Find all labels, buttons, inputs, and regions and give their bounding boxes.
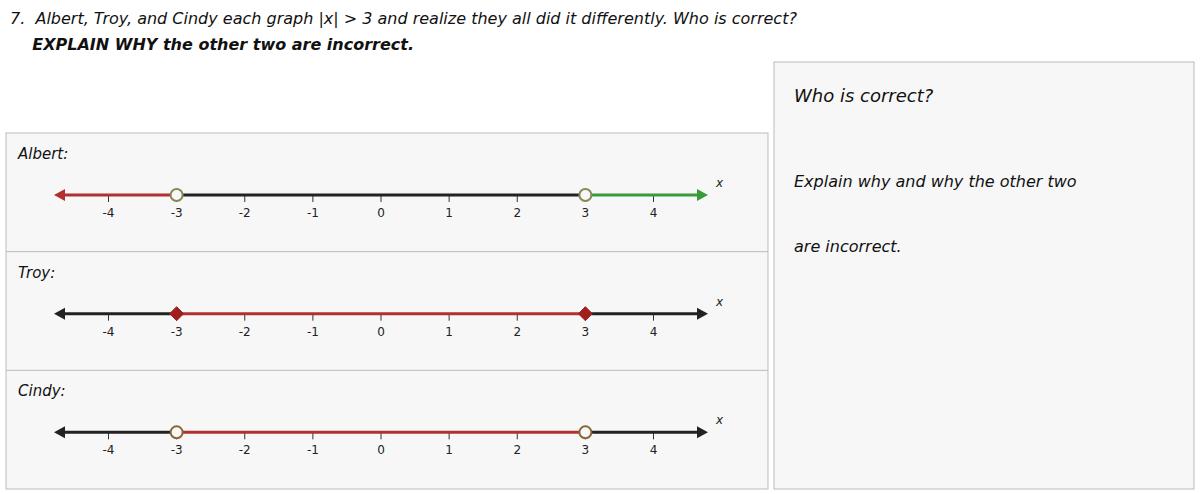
row-separator [6,370,768,371]
tick-label: 3 [582,325,590,339]
tick-label: 3 [582,206,590,220]
annotation: Explain why and why the other two [794,172,1077,191]
arrow-head [697,426,708,438]
tick-label: 4 [650,443,658,457]
segment [62,431,177,434]
tick-label: -4 [103,206,115,220]
tick-label: 1 [445,325,453,339]
tick-label: -3 [171,325,183,339]
number-line [54,426,708,438]
axis-label: x [715,295,724,309]
segment [177,312,586,315]
tick-label: 4 [650,325,658,339]
segment [585,312,700,315]
endpoint-diamond [578,307,592,321]
endpoint-open-circle [171,426,183,438]
row-separator [6,251,768,252]
endpoint-open-circle [171,189,183,201]
annotation: Who is correct? [794,85,934,106]
tick-label: 0 [377,443,385,457]
segment [62,312,177,315]
endpoint-open-circle [579,189,591,201]
arrow-head [54,189,65,201]
axis-label: x [715,176,724,190]
tick-label: -2 [239,325,251,339]
row-label: Albert: [17,145,68,163]
segment [585,431,700,434]
row-label: Troy: [18,264,55,282]
segment [177,431,586,434]
number-line [54,307,708,321]
subtitle: EXPLAIN WHY the other two are incorrect. [10,35,414,54]
axis-label: x [715,413,724,427]
tick-label: 0 [377,206,385,220]
tick-label: 1 [445,206,453,220]
figure: 7. Albert, Troy, and Cindy each graph |x… [0,0,1200,494]
annotation: are incorrect. [794,237,902,256]
tick-label: 1 [445,443,453,457]
arrow-head [697,308,708,320]
tick-label: -3 [171,443,183,457]
tick-label: -1 [307,443,319,457]
arrow-head [697,189,708,201]
tick-label: -4 [103,325,115,339]
number-line [54,189,708,201]
segment [62,194,177,197]
title: 7. Albert, Troy, and Cindy each graph |x… [10,9,797,28]
tick-label: -2 [239,206,251,220]
tick-label: -2 [239,443,251,457]
tick-label: -3 [171,206,183,220]
arrow-head [54,308,65,320]
tick-label: 2 [513,443,521,457]
tick-label: -4 [103,443,115,457]
endpoint-diamond [170,307,184,321]
tick-label: 2 [513,206,521,220]
arrow-head [54,426,65,438]
graph-panel [6,133,768,489]
endpoint-open-circle [579,426,591,438]
tick-label: -1 [307,206,319,220]
segment [585,194,700,197]
row-label: Cindy: [18,382,66,400]
tick-label: 3 [582,443,590,457]
tick-label: 2 [513,325,521,339]
tick-label: -1 [307,325,319,339]
tick-label: 0 [377,325,385,339]
tick-label: 4 [650,206,658,220]
segment [177,194,586,197]
answer-panel [774,62,1194,489]
